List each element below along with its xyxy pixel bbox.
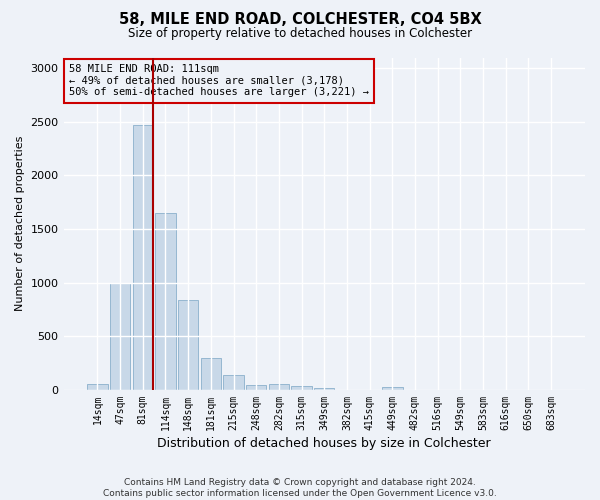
- Bar: [292, 386, 312, 390]
- Bar: [314, 388, 334, 390]
- Bar: [87, 384, 107, 390]
- Bar: [200, 358, 221, 390]
- Bar: [223, 375, 244, 390]
- Bar: [178, 300, 199, 390]
- Bar: [155, 213, 176, 390]
- Bar: [246, 384, 266, 390]
- X-axis label: Distribution of detached houses by size in Colchester: Distribution of detached houses by size …: [157, 437, 491, 450]
- Bar: [269, 384, 289, 390]
- Bar: [133, 125, 153, 390]
- Bar: [110, 282, 130, 390]
- Text: 58 MILE END ROAD: 111sqm
← 49% of detached houses are smaller (3,178)
50% of sem: 58 MILE END ROAD: 111sqm ← 49% of detach…: [69, 64, 369, 98]
- Bar: [382, 386, 403, 390]
- Text: Contains HM Land Registry data © Crown copyright and database right 2024.
Contai: Contains HM Land Registry data © Crown c…: [103, 478, 497, 498]
- Text: 58, MILE END ROAD, COLCHESTER, CO4 5BX: 58, MILE END ROAD, COLCHESTER, CO4 5BX: [119, 12, 481, 28]
- Text: Size of property relative to detached houses in Colchester: Size of property relative to detached ho…: [128, 28, 472, 40]
- Y-axis label: Number of detached properties: Number of detached properties: [15, 136, 25, 312]
